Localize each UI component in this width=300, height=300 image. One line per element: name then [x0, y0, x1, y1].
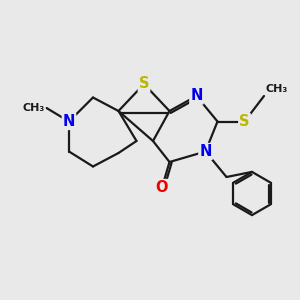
Text: CH₃: CH₃ — [23, 103, 45, 113]
Text: S: S — [139, 76, 149, 92]
Text: N: N — [63, 114, 75, 129]
Text: CH₃: CH₃ — [266, 85, 288, 94]
Text: N: N — [199, 144, 212, 159]
Text: S: S — [239, 114, 250, 129]
Text: N: N — [190, 88, 203, 104]
Text: O: O — [156, 180, 168, 195]
